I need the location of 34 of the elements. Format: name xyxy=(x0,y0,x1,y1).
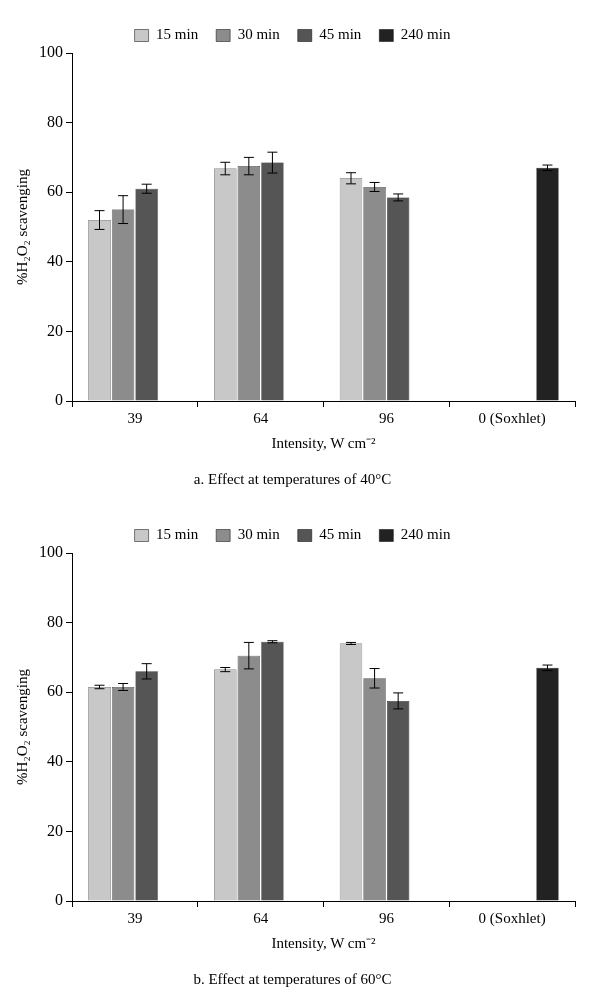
y-tick-label: 40 xyxy=(47,752,63,769)
y-tick-label: 0 xyxy=(55,391,63,409)
y-tick-label: 100 xyxy=(39,543,63,561)
x-tick-label: 39 xyxy=(127,409,143,426)
y-tick-label: 20 xyxy=(47,821,63,839)
x-tick-label: 0 (Soxhlet) xyxy=(478,409,546,427)
legend-label: 240 min xyxy=(400,526,451,543)
y-tick-label: 20 xyxy=(47,321,63,339)
y-axis-title: %H₂O₂ scavenging xyxy=(13,668,30,785)
x-axis-title: Intensity, W cm⁻² xyxy=(271,934,377,951)
y-axis-title: %H₂O₂ scavenging xyxy=(13,168,30,285)
text: b. Effect at temperatures of 60°C xyxy=(193,970,392,987)
x-tick-label: 39 xyxy=(127,909,143,926)
legend-label: 45 min xyxy=(319,526,362,543)
legend-label: 240 min xyxy=(400,26,451,43)
x-tick-label: 0 (Soxhlet) xyxy=(478,909,546,927)
legend-label: 30 min xyxy=(237,26,281,43)
legend-label: 15 min xyxy=(156,526,199,543)
y-tick-label: 60 xyxy=(47,682,63,700)
legend-label: 15 min xyxy=(156,26,199,43)
text: a. Effect at temperatures of 40°C xyxy=(193,470,392,487)
x-tick-label: 96 xyxy=(378,909,395,926)
y-tick-label: 40 xyxy=(47,252,63,269)
y-tick-label: 80 xyxy=(47,612,63,630)
legend-label: 45 min xyxy=(319,26,362,43)
x-tick-label: 64 xyxy=(253,409,269,426)
y-tick-label: 60 xyxy=(47,182,63,200)
x-tick-label: 96 xyxy=(378,409,395,426)
legend-label: 30 min xyxy=(237,526,281,543)
y-tick-label: 80 xyxy=(47,112,63,130)
x-axis-title: Intensity, W cm⁻² xyxy=(271,434,377,451)
y-tick-label: 100 xyxy=(39,43,63,61)
y-tick-label: 0 xyxy=(55,891,63,909)
x-tick-label: 64 xyxy=(253,909,269,926)
